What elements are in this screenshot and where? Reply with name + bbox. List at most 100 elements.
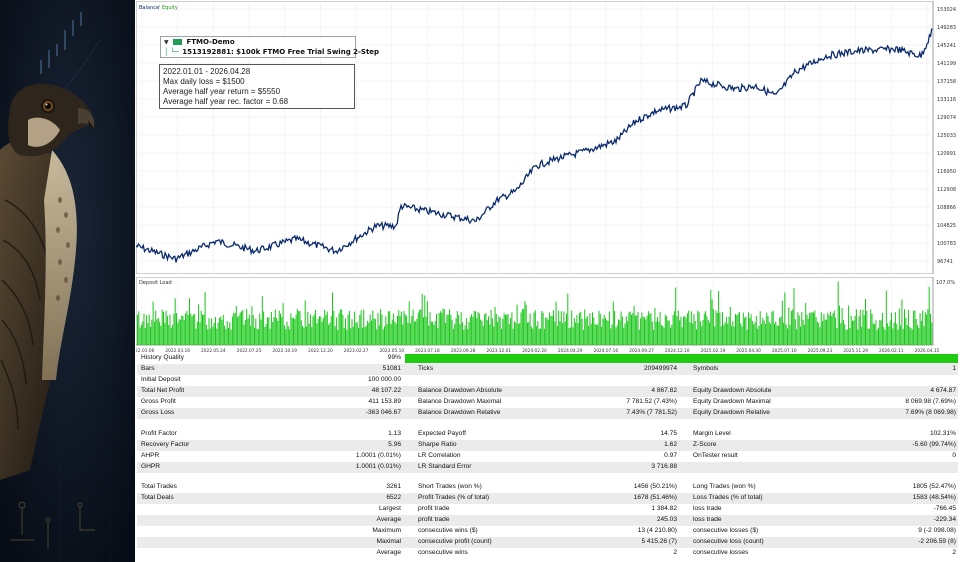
load-bar bbox=[350, 328, 352, 345]
maximal-profit-label: consecutive profit (count) bbox=[418, 538, 492, 545]
load-bar bbox=[480, 319, 482, 345]
load-bar bbox=[293, 317, 294, 345]
load-bar bbox=[668, 320, 670, 345]
row-ahpr: AHPR 1.0001 (0.01%) LR Correlation 0.97 … bbox=[137, 451, 958, 462]
load-bar bbox=[764, 324, 766, 345]
load-bar bbox=[909, 327, 911, 345]
load-bar bbox=[139, 327, 141, 345]
load-bar bbox=[685, 318, 687, 345]
load-bar bbox=[140, 324, 142, 345]
load-bar bbox=[371, 320, 372, 345]
load-bar bbox=[883, 327, 885, 345]
load-bar bbox=[380, 309, 382, 345]
load-bar bbox=[343, 327, 345, 345]
load-bar bbox=[398, 310, 400, 345]
load-bar bbox=[260, 319, 262, 345]
load-bar bbox=[718, 291, 720, 345]
load-bar bbox=[872, 323, 874, 345]
load-bar bbox=[727, 323, 729, 345]
load-bar bbox=[243, 324, 245, 345]
load-bar bbox=[328, 324, 330, 345]
load-bar bbox=[363, 309, 365, 345]
load-bar bbox=[922, 310, 924, 345]
load-bar bbox=[395, 323, 397, 345]
load-bar bbox=[410, 323, 411, 345]
load-bar bbox=[571, 310, 573, 345]
ontester-value: 0 bbox=[952, 452, 956, 459]
load-bar bbox=[185, 313, 187, 345]
load-bar bbox=[707, 320, 709, 345]
equity-dd-max-label: Equity Drawdown Maximal bbox=[693, 398, 771, 405]
load-bar bbox=[649, 314, 651, 345]
load-bar bbox=[608, 311, 610, 345]
load-bar bbox=[806, 314, 808, 345]
balance-dd-abs-label: Balance Drawdown Absolute bbox=[418, 387, 502, 394]
ghpr-label: GHPR bbox=[141, 463, 161, 470]
load-bar bbox=[421, 293, 423, 345]
load-bar bbox=[159, 321, 161, 345]
load-bar bbox=[818, 322, 820, 345]
row-largest: Largest profit trade 1 384.82 loss trade… bbox=[137, 504, 958, 515]
load-bar bbox=[575, 322, 577, 345]
load-bar bbox=[278, 310, 280, 345]
load-bar bbox=[449, 309, 450, 345]
load-bar bbox=[161, 309, 163, 345]
load-bar bbox=[147, 323, 149, 345]
load-bar bbox=[482, 326, 484, 345]
load-bar bbox=[653, 330, 655, 345]
load-bar bbox=[477, 311, 479, 345]
load-bar bbox=[400, 311, 402, 345]
load-bar bbox=[660, 325, 662, 345]
load-bar bbox=[377, 312, 379, 345]
x-tick-label: 2025.04.30 bbox=[736, 348, 761, 354]
load-bar bbox=[387, 311, 389, 345]
load-bar bbox=[157, 317, 159, 345]
load-bar bbox=[198, 304, 200, 345]
load-bar bbox=[382, 329, 384, 345]
load-bar bbox=[741, 326, 743, 345]
load-bar bbox=[611, 324, 613, 345]
load-bar bbox=[203, 314, 205, 345]
x-tick-label: 2023.05.10 bbox=[379, 348, 404, 354]
y-tick-label: 112908 bbox=[937, 187, 956, 193]
load-bar bbox=[326, 311, 328, 345]
load-bar bbox=[413, 321, 415, 345]
load-bar bbox=[590, 323, 592, 345]
load-bar bbox=[464, 325, 466, 345]
tree-item-row[interactable]: │ └─ 1513192881: $100k FTMO Free Trial S… bbox=[164, 48, 379, 56]
load-bar bbox=[810, 312, 812, 345]
load-bar bbox=[148, 314, 150, 345]
load-bar bbox=[391, 319, 393, 345]
load-bar bbox=[265, 324, 267, 345]
y-tick-label: 129074 bbox=[937, 115, 956, 121]
load-bar bbox=[507, 313, 509, 345]
load-bar bbox=[287, 326, 289, 345]
load-bar bbox=[365, 325, 367, 345]
load-bar bbox=[182, 315, 184, 345]
load-bar bbox=[420, 309, 422, 345]
max-cons-wins-value: 13 (4 210.80) bbox=[637, 527, 677, 534]
load-bar bbox=[176, 313, 177, 345]
load-bar bbox=[880, 320, 882, 345]
load-bar bbox=[628, 312, 630, 345]
margin-level-value: 102.31% bbox=[929, 430, 956, 437]
load-bar bbox=[863, 315, 865, 345]
x-tick-label: 2025.02.19 bbox=[701, 348, 726, 354]
load-bar bbox=[564, 321, 566, 345]
load-bar bbox=[417, 312, 419, 345]
x-tick-label: 2023.02.27 bbox=[344, 348, 369, 354]
largest-loss-label: loss trade bbox=[693, 505, 722, 512]
load-bar bbox=[846, 329, 848, 345]
chevron-down-icon[interactable]: ▼ bbox=[164, 39, 169, 46]
row-gross-profit: Gross Profit 411 153.89 Balance Drawdown… bbox=[137, 397, 958, 408]
tree-account-row[interactable]: ▼ FTMO-Demo bbox=[164, 38, 235, 46]
load-bar bbox=[488, 316, 489, 345]
falcon-illustration bbox=[0, 0, 135, 562]
load-bar bbox=[712, 309, 714, 345]
load-bar bbox=[775, 321, 777, 345]
load-bar bbox=[460, 312, 462, 345]
recovery-factor-label: Recovery Factor bbox=[141, 441, 190, 448]
load-bar bbox=[693, 314, 695, 345]
load-bar bbox=[389, 311, 391, 345]
load-bar bbox=[290, 313, 292, 345]
